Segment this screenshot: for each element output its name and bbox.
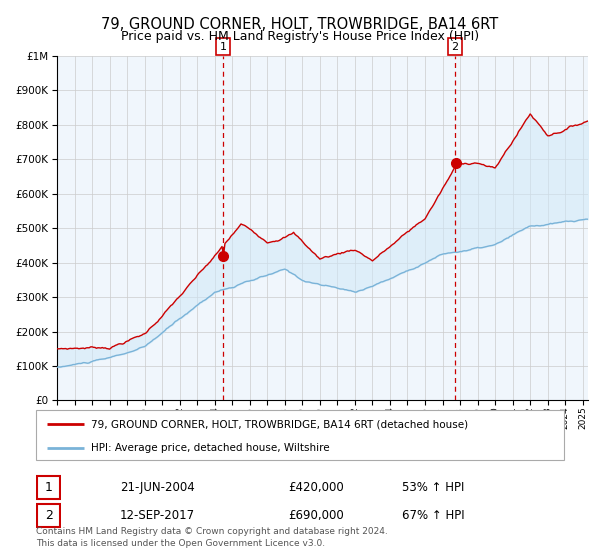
Text: Price paid vs. HM Land Registry's House Price Index (HPI): Price paid vs. HM Land Registry's House … [121,30,479,44]
Text: 1: 1 [220,42,226,52]
FancyBboxPatch shape [37,505,61,527]
Text: 53% ↑ HPI: 53% ↑ HPI [402,481,464,494]
Text: 2: 2 [451,42,458,52]
Text: 21-JUN-2004: 21-JUN-2004 [120,481,195,494]
Text: 79, GROUND CORNER, HOLT, TROWBRIDGE, BA14 6RT (detached house): 79, GROUND CORNER, HOLT, TROWBRIDGE, BA1… [91,419,469,429]
Text: £420,000: £420,000 [288,481,344,494]
Text: 79, GROUND CORNER, HOLT, TROWBRIDGE, BA14 6RT: 79, GROUND CORNER, HOLT, TROWBRIDGE, BA1… [101,17,499,32]
Text: 1: 1 [44,481,53,494]
FancyBboxPatch shape [36,410,564,460]
Text: Contains HM Land Registry data © Crown copyright and database right 2024.
This d: Contains HM Land Registry data © Crown c… [36,527,388,548]
Text: £690,000: £690,000 [288,509,344,522]
Text: 2: 2 [44,509,53,522]
Text: 12-SEP-2017: 12-SEP-2017 [120,509,195,522]
FancyBboxPatch shape [37,477,61,499]
Text: 67% ↑ HPI: 67% ↑ HPI [402,509,464,522]
Text: HPI: Average price, detached house, Wiltshire: HPI: Average price, detached house, Wilt… [91,443,330,452]
